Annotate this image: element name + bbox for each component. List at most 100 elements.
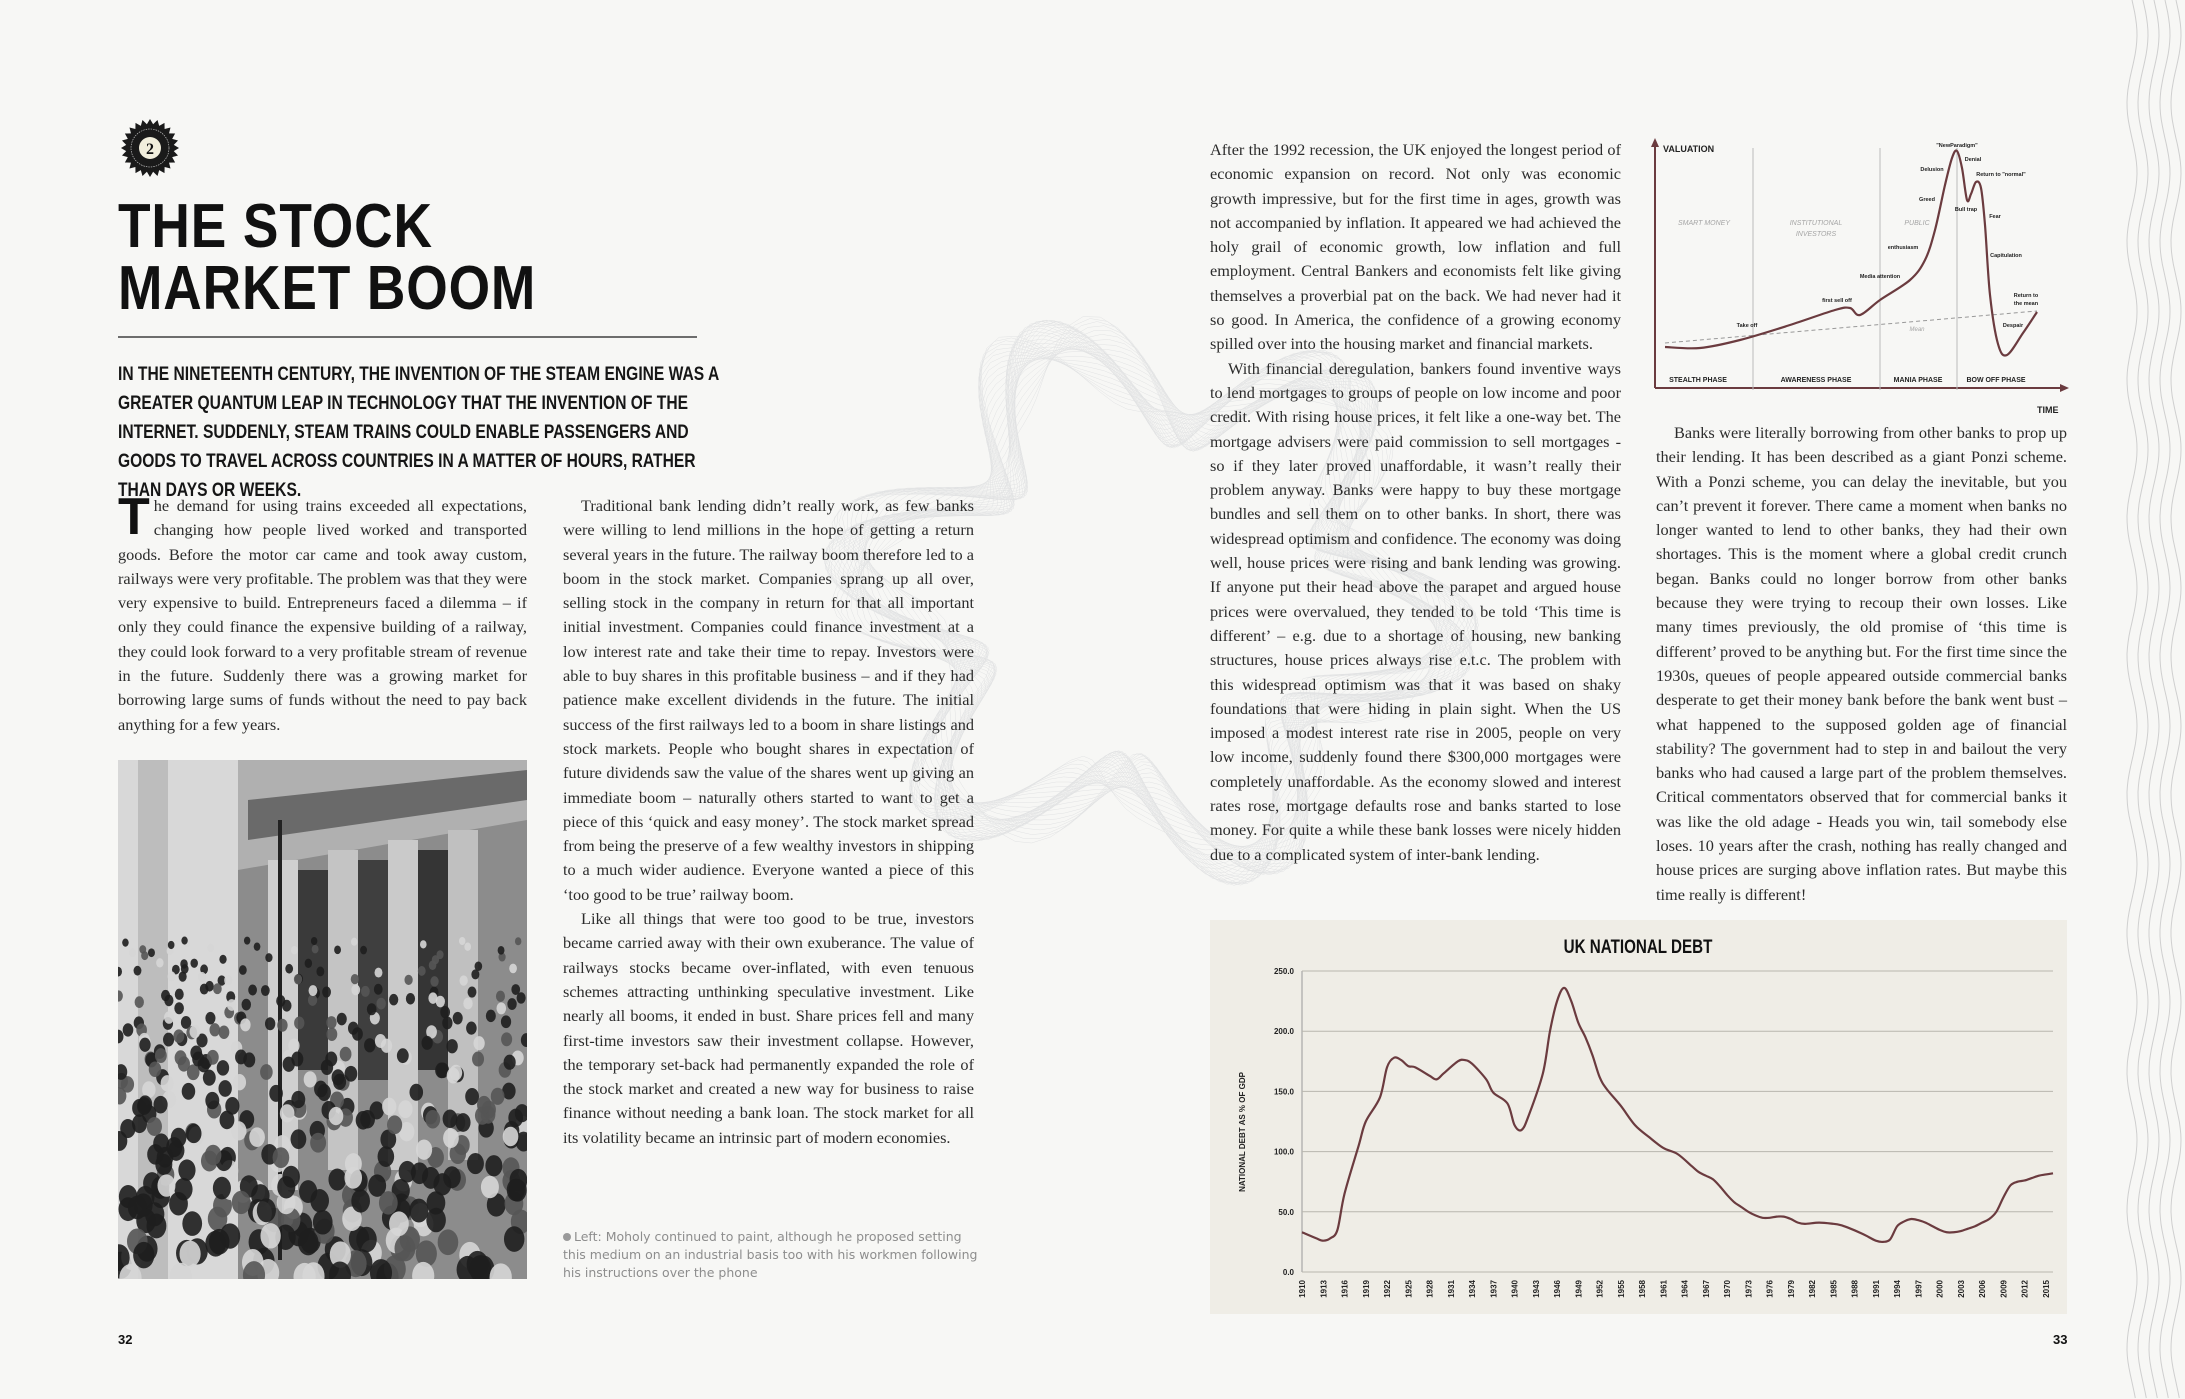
valuation-curve bbox=[1664, 149, 2038, 357]
x-tick-label: 1952 bbox=[1596, 1279, 1605, 1297]
x-tick-label: 1964 bbox=[1681, 1279, 1690, 1297]
phase-label: MANIA PHASE bbox=[1894, 377, 1943, 384]
y-tick-label: 200.0 bbox=[1274, 1027, 1295, 1036]
bubble-phases-diagram: VALUATION TIME STEALTH PHASE AWARENESS P… bbox=[1651, 138, 2069, 415]
paragraph: Banks were literally borrowing from othe… bbox=[1656, 423, 2067, 904]
annotation: "NewParadigm" bbox=[1936, 143, 1978, 149]
phase-label: STEALTH PHASE bbox=[1669, 377, 1727, 384]
group-label: SMART MONEY bbox=[1678, 220, 1731, 227]
x-tick-label: 1919 bbox=[1362, 1279, 1371, 1297]
page-number-right: 33 bbox=[2053, 1332, 2068, 1347]
drop-cap: T bbox=[118, 488, 150, 546]
x-tick-label: 1988 bbox=[1851, 1279, 1860, 1297]
annotation: Denial bbox=[1965, 157, 1982, 163]
x-tick-label: 1970 bbox=[1723, 1279, 1732, 1297]
x-tick-label: 1934 bbox=[1468, 1279, 1477, 1297]
y-tick-label: 50.0 bbox=[1278, 1208, 1294, 1217]
mean-line bbox=[1664, 310, 2038, 344]
annotation: Despair bbox=[2003, 323, 2024, 329]
x-tick-label: 2012 bbox=[2021, 1279, 2030, 1297]
x-tick-label: 2009 bbox=[1999, 1279, 2008, 1297]
x-tick-label: 1997 bbox=[1914, 1279, 1923, 1297]
annotation: Delusion bbox=[1920, 167, 1944, 173]
wavy-edge-decoration bbox=[2126, 0, 2182, 1399]
bullet-icon bbox=[563, 1233, 571, 1241]
paragraph: With financial deregulation, bankers fou… bbox=[1210, 358, 1621, 864]
uk-national-debt-chart: UK NATIONAL DEBT NATIONAL DEBT AS % OF G… bbox=[1210, 920, 2067, 1314]
group-label: INVESTORS bbox=[1796, 231, 1837, 238]
paragraph: Like all things that were too good to be… bbox=[563, 909, 974, 1147]
x-tick-label: 1961 bbox=[1659, 1279, 1668, 1297]
title-line-2: MARKET BOOM bbox=[118, 254, 537, 323]
phase-dividers bbox=[1752, 148, 1958, 390]
x-tick-label: 1958 bbox=[1638, 1279, 1647, 1297]
badge-number: 2 bbox=[146, 141, 154, 158]
chart-title: UK NATIONAL DEBT bbox=[1564, 935, 1713, 957]
group-label: PUBLIC bbox=[1904, 220, 1930, 227]
x-tick-label: 1925 bbox=[1404, 1279, 1413, 1297]
annotation: Return to "normal" bbox=[1976, 172, 2026, 178]
x-tick-label: 1931 bbox=[1447, 1279, 1456, 1297]
y-axis-title: NATIONAL DEBT AS % OF GDP bbox=[1238, 1071, 1247, 1192]
page-number-left: 32 bbox=[118, 1332, 133, 1347]
x-tick-label: 2015 bbox=[2042, 1279, 2051, 1297]
chapter-badge-icon: 2 bbox=[121, 119, 179, 177]
annotation: Fear bbox=[1989, 214, 2001, 220]
paragraph: he demand for using trains exceeded all … bbox=[118, 496, 527, 734]
x-axis-label: TIME bbox=[2037, 405, 2059, 415]
x-tick-label: 1967 bbox=[1702, 1279, 1711, 1297]
x-tick-label: 1937 bbox=[1489, 1279, 1498, 1297]
x-tick-label: 1916 bbox=[1341, 1279, 1350, 1297]
annotation: first sell off bbox=[1822, 298, 1852, 304]
x-tick-label: 1913 bbox=[1319, 1279, 1328, 1297]
paragraph: After the 1992 recession, the UK enjoyed… bbox=[1210, 140, 1621, 354]
x-tick-label: 1949 bbox=[1574, 1279, 1583, 1297]
annotation: the mean bbox=[2014, 301, 2039, 307]
phase-label: BOW OFF PHASE bbox=[1966, 377, 2025, 384]
x-axis-arrow-icon bbox=[2060, 384, 2069, 392]
x-tick-label: 1982 bbox=[1808, 1279, 1817, 1297]
y-axis-label: VALUATION bbox=[1663, 144, 1714, 154]
x-tick-label: 1946 bbox=[1553, 1279, 1562, 1297]
x-tick-label: 1973 bbox=[1744, 1279, 1753, 1297]
annotation: Take off bbox=[1737, 323, 1758, 329]
x-tick-label: 1940 bbox=[1511, 1279, 1520, 1297]
annotation: Media attention bbox=[1860, 274, 1901, 280]
x-tick-label: 1979 bbox=[1787, 1279, 1796, 1297]
y-tick-label: 100.0 bbox=[1274, 1148, 1295, 1157]
intro-standfirst: IN THE NINETEENTH CENTURY, THE INVENTION… bbox=[118, 363, 719, 501]
body-column-4: Banks were literally borrowing from othe… bbox=[1656, 421, 2067, 907]
photo-caption: Left: Moholy continued to paint, althoug… bbox=[563, 1228, 983, 1282]
x-tick-label: 1976 bbox=[1766, 1279, 1775, 1297]
x-tick-label: 1928 bbox=[1426, 1279, 1435, 1297]
annotation: Capitulation bbox=[1990, 253, 2022, 259]
y-tick-label: 0.0 bbox=[1283, 1268, 1295, 1277]
annotation: enthusiasm bbox=[1888, 245, 1919, 251]
x-tick-label: 2000 bbox=[1936, 1279, 1945, 1297]
x-tick-label: 1943 bbox=[1532, 1279, 1541, 1297]
annotation: Greed bbox=[1919, 197, 1935, 203]
title-line-1: THE STOCK bbox=[118, 192, 433, 261]
x-tick-label: 1910 bbox=[1298, 1279, 1307, 1297]
caption-text: Left: Moholy continued to paint, althoug… bbox=[563, 1229, 978, 1280]
guilloche-background-pattern bbox=[824, 316, 1479, 886]
x-tick-label: 2006 bbox=[1978, 1279, 1987, 1297]
y-tick-label: 150.0 bbox=[1274, 1087, 1295, 1096]
annotation: Return to bbox=[2014, 293, 2039, 299]
x-tick-label: 1991 bbox=[1872, 1279, 1881, 1297]
y-tick-label: 250.0 bbox=[1274, 967, 1295, 976]
body-column-3: After the 1992 recession, the UK enjoyed… bbox=[1210, 138, 1621, 867]
x-tick-label: 1922 bbox=[1383, 1279, 1392, 1297]
body-column-2: Traditional bank lending didn’t really w… bbox=[563, 494, 974, 1150]
y-axis-arrow-icon bbox=[1651, 138, 1659, 147]
x-tick-label: 1955 bbox=[1617, 1279, 1626, 1297]
stock-exchange-crowd-photo bbox=[118, 760, 527, 1279]
mean-label: Mean bbox=[1909, 327, 1925, 333]
debt-series-line bbox=[1301, 986, 2054, 1244]
paragraph: Traditional bank lending didn’t really w… bbox=[563, 496, 974, 904]
title-divider bbox=[118, 336, 697, 338]
annotation: Bull trap bbox=[1955, 207, 1978, 213]
phase-label: AWARENESS PHASE bbox=[1781, 377, 1852, 384]
x-tick-label: 2003 bbox=[1957, 1279, 1966, 1297]
x-tick-label: 1985 bbox=[1829, 1279, 1838, 1297]
